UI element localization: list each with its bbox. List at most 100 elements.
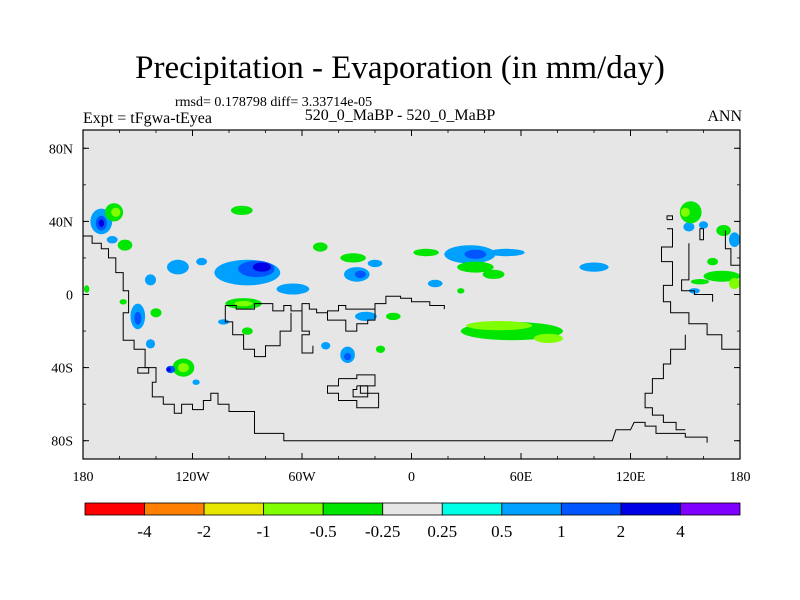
anomaly-layer	[84, 201, 740, 385]
anomaly-patch	[167, 259, 189, 275]
coastline-layer	[83, 215, 740, 443]
x-tick-label: 60E	[510, 470, 533, 485]
coastline	[644, 334, 686, 431]
y-tick-label: 0	[66, 289, 73, 304]
anomaly-patch	[98, 219, 105, 227]
season-label: ANN	[707, 108, 742, 125]
anomaly-patch	[276, 283, 310, 295]
anomaly-patch	[111, 207, 121, 217]
anomaly-patch	[150, 308, 162, 318]
anomaly-patch	[192, 379, 200, 385]
anomaly-patch	[386, 312, 401, 321]
y-tick-label: 80N	[49, 142, 73, 157]
anomaly-patch	[579, 262, 609, 272]
anomaly-patch	[375, 345, 386, 353]
colorbar-swatch	[144, 502, 205, 516]
anomaly-patch	[488, 248, 525, 257]
anomaly-patch	[729, 232, 740, 247]
anomaly-patch	[679, 201, 702, 224]
x-tick-label: 60W	[288, 470, 316, 485]
colorbar-label: 2	[617, 522, 626, 541]
coastline	[137, 367, 150, 374]
anomaly-patch	[145, 339, 156, 349]
x-tick-label: 120E	[616, 470, 646, 485]
colorbar-swatch	[680, 502, 741, 516]
anomaly-patch	[466, 321, 532, 331]
colorbar-label: 4	[676, 522, 685, 541]
y-tick-label: 40S	[51, 362, 73, 377]
colorbar-swatch	[203, 502, 265, 516]
anomaly-patch	[117, 239, 133, 251]
anomaly-patch	[698, 221, 709, 229]
anomaly-patch	[166, 367, 171, 372]
anomaly-patch	[533, 333, 564, 343]
anomaly-patch	[145, 274, 156, 286]
anomaly-patch	[427, 279, 443, 288]
colorbar-label: 1	[557, 522, 566, 541]
anomaly-patch	[729, 278, 740, 289]
anomaly-patch	[703, 270, 740, 282]
anomaly-patch	[119, 299, 127, 305]
colorbar: -4 -2 -1 -0.5 -0.25 0.25 0.5 1 2 4	[84, 502, 741, 541]
anomaly-patch	[690, 279, 710, 285]
coastline	[666, 215, 673, 221]
anomaly-patch	[716, 225, 731, 236]
coastline	[724, 230, 740, 266]
axis-ticks: 180 120W 60W 0 60E 120E 180 80N 40N 0 40S 80S	[49, 130, 751, 485]
anomaly-patch	[413, 248, 439, 257]
anomaly-patch	[355, 311, 377, 321]
anomaly-patch	[84, 285, 90, 293]
experiment-label: Expt = tFgwa-tEyea	[83, 110, 212, 127]
colorbar-label: -0.25	[365, 522, 400, 541]
anomaly-patch	[177, 363, 189, 373]
colorbar-swatch	[263, 502, 324, 516]
stats-text: rmsd= 0.178798 diff= 3.33714e-05	[175, 95, 373, 110]
colorbar-label: -2	[197, 522, 211, 541]
anomaly-patch	[707, 257, 719, 266]
x-tick-label: 120W	[175, 470, 210, 485]
anomaly-patch	[321, 342, 331, 350]
anomaly-patch	[134, 311, 142, 325]
colorbar-swatch	[382, 502, 443, 516]
coastline	[301, 310, 314, 354]
colorbar-label: 0.5	[491, 522, 512, 541]
anomaly-patch	[457, 261, 494, 273]
coastline	[83, 235, 708, 443]
colorbar-swatch	[501, 502, 562, 516]
x-tick-label: 180	[73, 470, 94, 485]
coastline	[224, 305, 292, 358]
colorbar-swatch	[620, 502, 681, 516]
colorbar-swatch	[84, 502, 145, 516]
anomaly-patch	[252, 262, 271, 272]
case-label: 520_0_MaBP - 520_0_MaBP	[304, 107, 496, 124]
anomaly-patch	[683, 222, 695, 232]
coastline	[352, 385, 369, 398]
x-tick-label: 0	[408, 470, 415, 485]
colorbar-label: -4	[137, 522, 152, 541]
coastline	[327, 374, 380, 409]
coastline	[699, 228, 704, 241]
chart-title: Precipitation - Evaporation (in mm/day)	[135, 50, 665, 86]
coastline	[681, 243, 714, 302]
coastline	[327, 309, 376, 332]
anomaly-patch	[464, 249, 487, 259]
anomaly-patch	[340, 253, 366, 263]
anomaly-patch	[230, 205, 253, 215]
colorbar-label: -1	[257, 522, 271, 541]
coastline	[661, 228, 740, 350]
y-tick-label: 40N	[49, 215, 73, 230]
anomaly-patch	[106, 236, 118, 244]
anomaly-patch	[218, 319, 229, 325]
anomaly-patch	[367, 259, 383, 268]
anomaly-patch	[344, 352, 352, 361]
colorbar-label: 0.25	[427, 522, 457, 541]
anomaly-patch	[234, 300, 253, 307]
anomaly-patch	[241, 327, 253, 335]
colorbar-swatch	[322, 502, 384, 516]
colorbar-label: -0.5	[310, 522, 337, 541]
anomaly-patch	[482, 269, 505, 279]
anomaly-patch	[680, 207, 690, 217]
x-tick-label: 180	[730, 470, 751, 485]
anomaly-patch	[354, 270, 366, 279]
